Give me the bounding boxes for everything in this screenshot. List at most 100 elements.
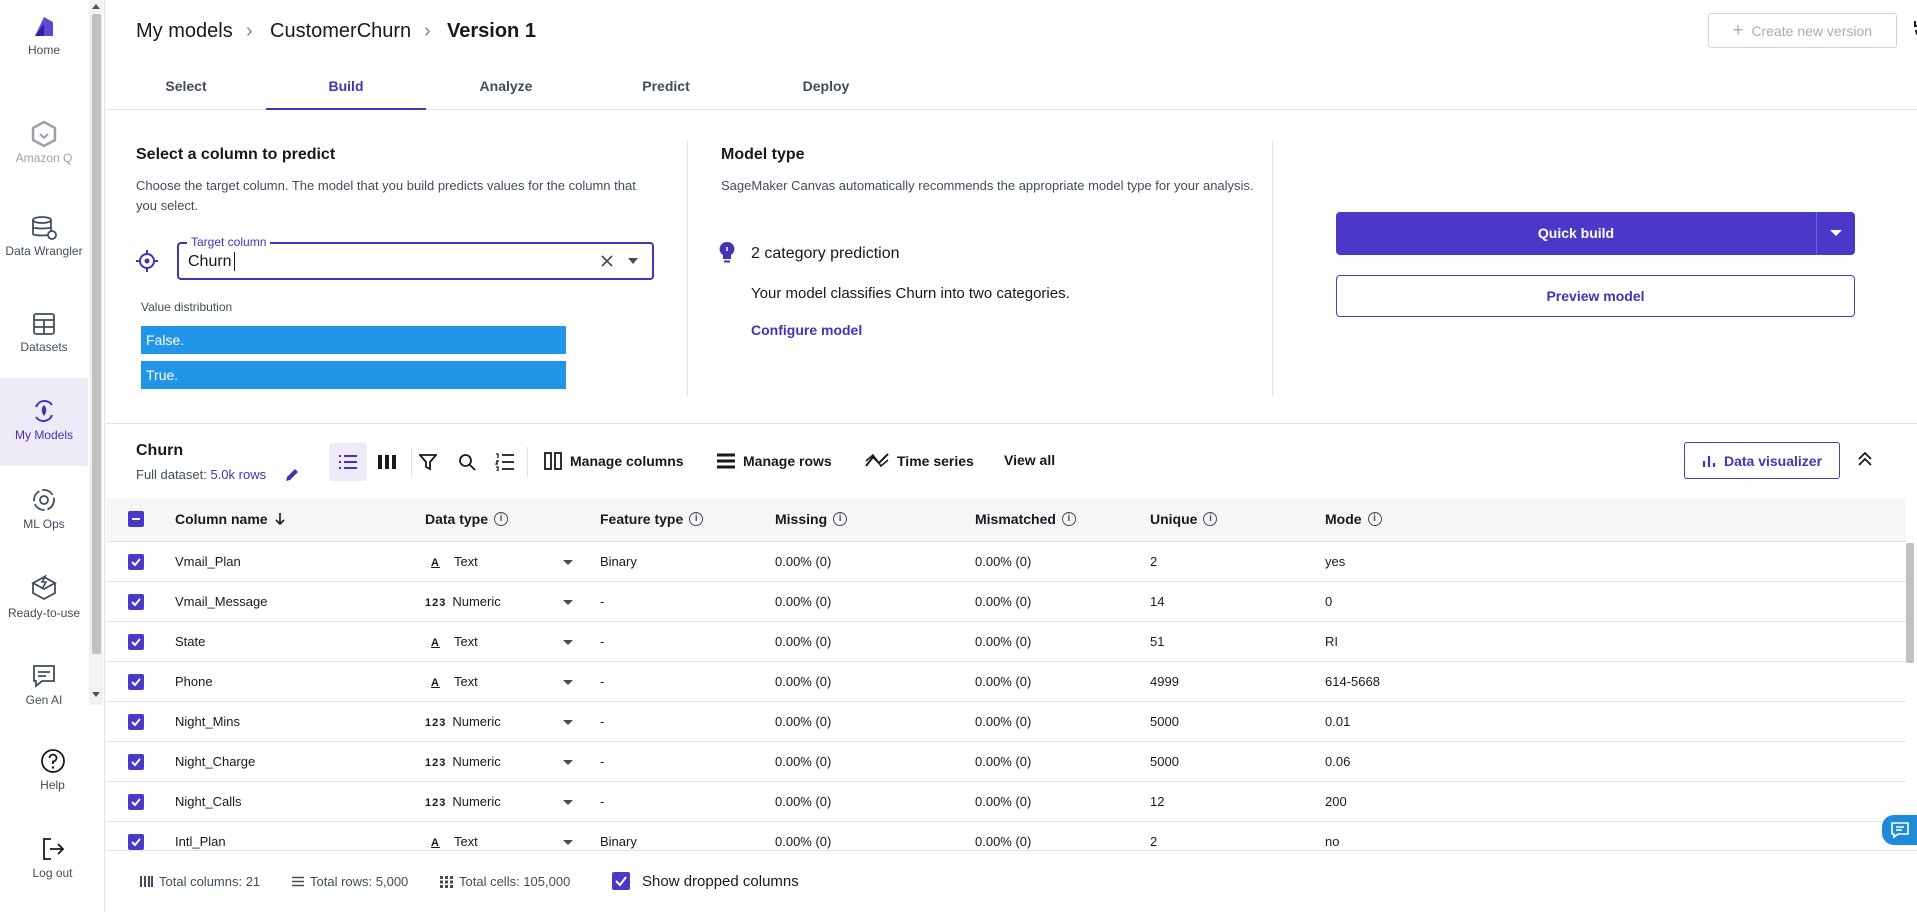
- preview-model-button[interactable]: Preview model: [1336, 275, 1855, 317]
- header-feature-type[interactable]: Feature type i: [600, 511, 704, 527]
- row-checkbox[interactable]: [128, 714, 144, 730]
- table-row[interactable]: Night_Charge 123 Numeric - 0.00% (0) 0.00% (0…: [106, 742, 1906, 782]
- select-all-checkbox[interactable]: [128, 511, 144, 527]
- data-type-select[interactable]: 123 Numeric: [425, 594, 501, 609]
- tab-select[interactable]: Select: [165, 78, 207, 94]
- row-checkbox[interactable]: [128, 674, 144, 690]
- data-type-select[interactable]: 123 Numeric: [425, 754, 501, 769]
- plus-icon: +: [1732, 20, 1744, 40]
- nav-scroll-thumb[interactable]: [92, 14, 101, 654]
- header-mode[interactable]: Mode i: [1325, 511, 1382, 527]
- chevron-down-icon[interactable]: [563, 760, 573, 765]
- header-column-name[interactable]: Column name: [175, 511, 286, 527]
- row-checkbox[interactable]: [128, 594, 144, 610]
- feature-cell: -: [600, 594, 605, 609]
- row-checkbox[interactable]: [128, 634, 144, 650]
- nav-item-home[interactable]: Home: [0, 14, 88, 74]
- data-type-select[interactable]: A Text: [425, 674, 478, 689]
- nav-item-ml-ops[interactable]: ML Ops: [0, 486, 88, 546]
- table-row[interactable]: Phone A Text - 0.00% (0) 0.00% (0) 4999 614-566…: [106, 662, 1906, 702]
- nav-item-gen-ai[interactable]: Gen AI: [0, 662, 88, 705]
- manage-rows-button[interactable]: Manage rows: [717, 452, 832, 470]
- nav-item-amazon-q[interactable]: Amazon Q: [0, 120, 88, 180]
- table-scrollbar[interactable]: [1904, 543, 1916, 850]
- tab-analyze[interactable]: Analyze: [479, 78, 533, 94]
- show-dropped-checkbox[interactable]: [612, 872, 630, 890]
- row-checkbox[interactable]: [128, 554, 144, 570]
- chevron-down-icon[interactable]: [563, 680, 573, 685]
- header-mismatched[interactable]: Mismatched i: [975, 511, 1076, 527]
- nav-logout[interactable]: Log out: [0, 835, 105, 880]
- header-unique[interactable]: Unique i: [1150, 511, 1218, 527]
- scroll-down-icon[interactable]: [92, 692, 100, 697]
- create-new-version-button[interactable]: + Create new version: [1708, 13, 1897, 48]
- dataset-rows-link[interactable]: 5.0k rows: [210, 467, 267, 482]
- chevron-down-icon[interactable]: [1830, 230, 1842, 236]
- data-type-select[interactable]: A Text: [425, 834, 478, 849]
- breadcrumb-model[interactable]: CustomerChurn: [270, 20, 412, 42]
- chevron-down-icon[interactable]: [563, 800, 573, 805]
- table-row[interactable]: Vmail_Message 123 Numeric - 0.00% (0) 0.00% (…: [106, 582, 1906, 622]
- info-icon[interactable]: i: [1203, 512, 1218, 526]
- collapse-up-icon[interactable]: [1856, 450, 1874, 468]
- data-type-select[interactable]: A Text: [425, 634, 478, 649]
- tab-build[interactable]: Build: [266, 62, 426, 110]
- info-icon[interactable]: i: [494, 512, 509, 526]
- show-dropped-columns-toggle[interactable]: Show dropped columns: [612, 872, 799, 890]
- header-label: Missing: [775, 511, 828, 527]
- header-data-type[interactable]: Data type i: [425, 511, 509, 527]
- chevron-down-icon[interactable]: [627, 255, 639, 267]
- nav-item-my-models[interactable]: My Models: [0, 378, 88, 466]
- table-row[interactable]: Vmail_Plan A Text Binary 0.00% (0) 0.00% (0) 2…: [106, 542, 1906, 582]
- data-type-select[interactable]: A Text: [425, 554, 478, 569]
- pencil-icon[interactable]: [284, 467, 300, 483]
- header-missing[interactable]: Missing i: [775, 511, 848, 527]
- table-row[interactable]: Night_Calls 123 Numeric - 0.00% (0) 0.00% (0)…: [106, 782, 1906, 822]
- table-scroll-thumb[interactable]: [1906, 543, 1914, 663]
- target-column-select[interactable]: Target column Churn: [177, 235, 654, 280]
- info-icon[interactable]: i: [1061, 512, 1076, 526]
- chevron-down-icon[interactable]: [563, 840, 573, 845]
- nav-item-ready-to-use[interactable]: Ready-to-use: [0, 573, 88, 633]
- feedback-chat-button[interactable]: [1882, 815, 1917, 845]
- data-type-select[interactable]: 123 Numeric: [425, 714, 501, 729]
- search-button[interactable]: [454, 449, 480, 475]
- column-order-button[interactable]: [492, 449, 518, 475]
- nav-item-datasets[interactable]: Datasets: [0, 311, 88, 361]
- chevron-down-icon[interactable]: [563, 560, 573, 565]
- info-icon[interactable]: i: [1367, 512, 1382, 526]
- nav-scrollbar[interactable]: [89, 0, 103, 705]
- chevron-down-icon[interactable]: [563, 720, 573, 725]
- row-checkbox[interactable]: [128, 754, 144, 770]
- tab-deploy[interactable]: Deploy: [802, 78, 850, 94]
- view-all-button[interactable]: View all: [1004, 452, 1056, 468]
- filter-button[interactable]: [415, 449, 441, 475]
- target-column-input[interactable]: Churn: [188, 253, 232, 270]
- configure-model-link[interactable]: Configure model: [751, 322, 863, 338]
- grid-view-button[interactable]: [374, 449, 400, 475]
- history-button[interactable]: [1910, 16, 1917, 44]
- feature-cell: -: [600, 634, 605, 649]
- table-row[interactable]: State A Text - 0.00% (0) 0.00% (0) 51 RI: [106, 622, 1906, 662]
- nav-help[interactable]: Help: [0, 747, 105, 792]
- numeric-type-icon: 123: [425, 597, 447, 609]
- list-view-button[interactable]: [329, 443, 367, 481]
- quick-build-button[interactable]: Quick build: [1336, 212, 1855, 255]
- row-checkbox[interactable]: [128, 794, 144, 810]
- breadcrumb-my-models[interactable]: My models: [136, 20, 233, 42]
- row-checkbox[interactable]: [128, 834, 144, 850]
- data-type-select[interactable]: 123 Numeric: [425, 794, 501, 809]
- info-icon[interactable]: i: [833, 512, 848, 526]
- tab-predict[interactable]: Predict: [642, 78, 690, 94]
- data-visualizer-button[interactable]: Data visualizer: [1684, 442, 1840, 479]
- chevron-down-icon[interactable]: [563, 600, 573, 605]
- scroll-up-icon[interactable]: [92, 4, 100, 9]
- clear-icon[interactable]: [599, 253, 615, 269]
- table-row[interactable]: Night_Mins 123 Numeric - 0.00% (0) 0.00% (0) 5…: [106, 702, 1906, 742]
- time-series-button[interactable]: Time series: [865, 452, 974, 470]
- table-row[interactable]: Intl_Plan A Text Binary 0.00% (0) 0.00% (0) 2 n…: [106, 822, 1906, 850]
- chevron-down-icon[interactable]: [563, 640, 573, 645]
- nav-item-data-wrangler[interactable]: Data Wrangler: [0, 215, 88, 275]
- manage-columns-button[interactable]: Manage columns: [544, 452, 684, 470]
- info-icon[interactable]: i: [689, 512, 704, 526]
